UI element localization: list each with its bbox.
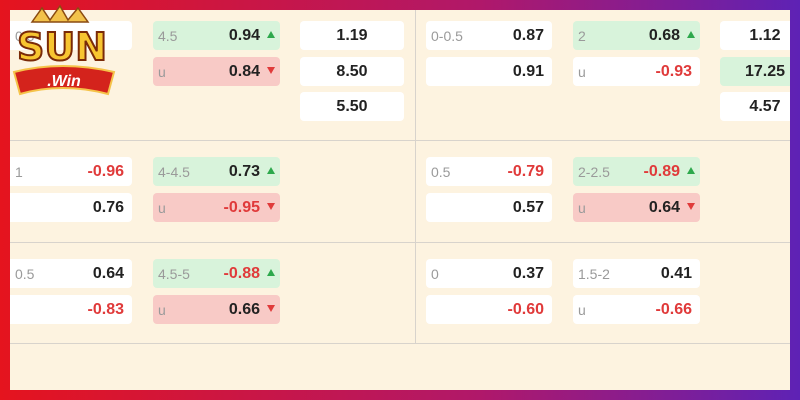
odds-value: 0.37	[512, 265, 544, 282]
odds-value: 0.87	[512, 27, 544, 44]
odds-value: -0.83	[87, 300, 124, 318]
odds-value: 0.91	[512, 62, 544, 80]
handicap-label: u	[578, 301, 586, 318]
trend-arrow	[267, 202, 275, 210]
odds-cell[interactable]: 4.5 0.94	[153, 21, 280, 50]
odds-cell[interactable]: 1 -0.96	[10, 157, 132, 186]
odds-value: 8.50	[336, 62, 368, 80]
handicap-label: 2-2.5	[578, 164, 610, 180]
odds-cell[interactable]: 0.91	[426, 56, 552, 86]
odds-value: 0.76	[92, 198, 124, 216]
trend-arrow	[267, 31, 275, 38]
odds-cell[interactable]: 1.19	[300, 21, 404, 50]
logo: SUN .Win	[12, 4, 116, 96]
odds-cell[interactable]: 1.12	[720, 21, 790, 50]
divider	[10, 140, 790, 141]
handicap-label: u	[578, 63, 586, 80]
odds-value: 17.25	[744, 62, 786, 80]
odds-value: 5.50	[336, 98, 368, 115]
odds-cell[interactable]: 0.57	[426, 192, 552, 222]
odds-cell[interactable]: u 0.84	[153, 56, 280, 86]
odds-value: -0.66	[655, 300, 692, 318]
odds-value: -0.96	[87, 163, 124, 180]
odds-cell[interactable]: 17.25	[720, 56, 790, 86]
divider	[415, 10, 416, 343]
odds-cell[interactable]: u -0.66	[573, 294, 700, 324]
odds-value: -0.95	[223, 198, 260, 216]
odds-value: 0.84	[228, 62, 260, 80]
handicap-label: 0.5	[431, 164, 451, 180]
odds-cell[interactable]: 0.5 0.64	[10, 259, 132, 288]
odds-value: 1.12	[749, 27, 781, 44]
trend-arrow	[267, 269, 275, 276]
odds-value: 0.66	[228, 300, 260, 318]
odds-cell[interactable]: u 0.64	[573, 192, 700, 222]
odds-value: 4.57	[749, 98, 781, 115]
handicap-label: u	[158, 199, 166, 216]
divider	[10, 242, 790, 243]
odds-cell[interactable]: 4.5-5 -0.88	[153, 259, 280, 288]
odds-cell[interactable]: u -0.93	[573, 56, 700, 86]
handicap-label: u	[158, 63, 166, 80]
handicap-label: 0.5	[15, 28, 35, 44]
odds-board: 0.5 4.5 0.94 u 0.84 1.19 8.50 5.50 0-0.5 0.87 0.91…	[10, 10, 790, 390]
odds-cell[interactable]: 5.50	[300, 92, 404, 121]
odds-cell[interactable]: 0.76	[10, 192, 132, 222]
handicap-label: 4.5	[158, 28, 178, 44]
logo-sub: .Win	[47, 73, 81, 90]
handicap-label: 2	[578, 28, 586, 44]
handicap-label: u	[158, 301, 166, 318]
trend-arrow	[267, 66, 275, 74]
trend-arrow	[687, 31, 695, 38]
logo-brand: SUN	[17, 25, 107, 69]
odds-cell[interactable]: u 0.66	[153, 294, 280, 324]
handicap-label: 1.5-2	[578, 266, 610, 282]
odds-value: -0.79	[507, 163, 544, 180]
odds-value: 0.64	[92, 265, 124, 282]
handicap-label: 4-4.5	[158, 164, 190, 180]
odds-value: 0.94	[228, 27, 260, 44]
odds-value: 0.57	[512, 198, 544, 216]
odds-value: 0.73	[228, 163, 260, 180]
handicap-label: 0.5	[15, 266, 35, 282]
trend-arrow	[267, 304, 275, 312]
odds-value: -0.93	[655, 62, 692, 80]
odds-cell[interactable]: 2-2.5 -0.89	[573, 157, 700, 186]
odds-cell[interactable]: -0.83	[10, 294, 132, 324]
handicap-label: 4.5-5	[158, 266, 190, 282]
handicap-label: 0	[431, 266, 439, 282]
odds-cell[interactable]: 0.5	[10, 21, 132, 50]
odds-value: 0.68	[648, 27, 680, 44]
odds-cell[interactable]: 4.57	[720, 92, 790, 121]
odds-cell[interactable]: 8.50	[300, 56, 404, 86]
handicap-label: 1	[15, 164, 23, 180]
odds-cell[interactable]: 2 0.68	[573, 21, 700, 50]
odds-value: -0.60	[507, 300, 544, 318]
odds-cell[interactable]: 0 0.37	[426, 259, 552, 288]
odds-cell[interactable]: 0.5 -0.79	[426, 157, 552, 186]
odds-value: -0.89	[643, 163, 680, 180]
odds-value: 0.64	[648, 198, 680, 216]
handicap-label: u	[578, 199, 586, 216]
handicap-label: 0-0.5	[431, 28, 463, 44]
odds-value: 0.41	[660, 265, 692, 282]
odds-value: 1.19	[336, 27, 368, 44]
trend-arrow	[687, 202, 695, 210]
odds-value: -0.88	[223, 265, 260, 282]
odds-cell[interactable]: 0-0.5 0.87	[426, 21, 552, 50]
odds-cell[interactable]: u -0.95	[153, 192, 280, 222]
divider	[10, 343, 790, 344]
odds-cell[interactable]: -0.60	[426, 294, 552, 324]
odds-cell[interactable]: 4-4.5 0.73	[153, 157, 280, 186]
trend-arrow	[687, 167, 695, 174]
trend-arrow	[267, 167, 275, 174]
odds-cell[interactable]: 1.5-2 0.41	[573, 259, 700, 288]
